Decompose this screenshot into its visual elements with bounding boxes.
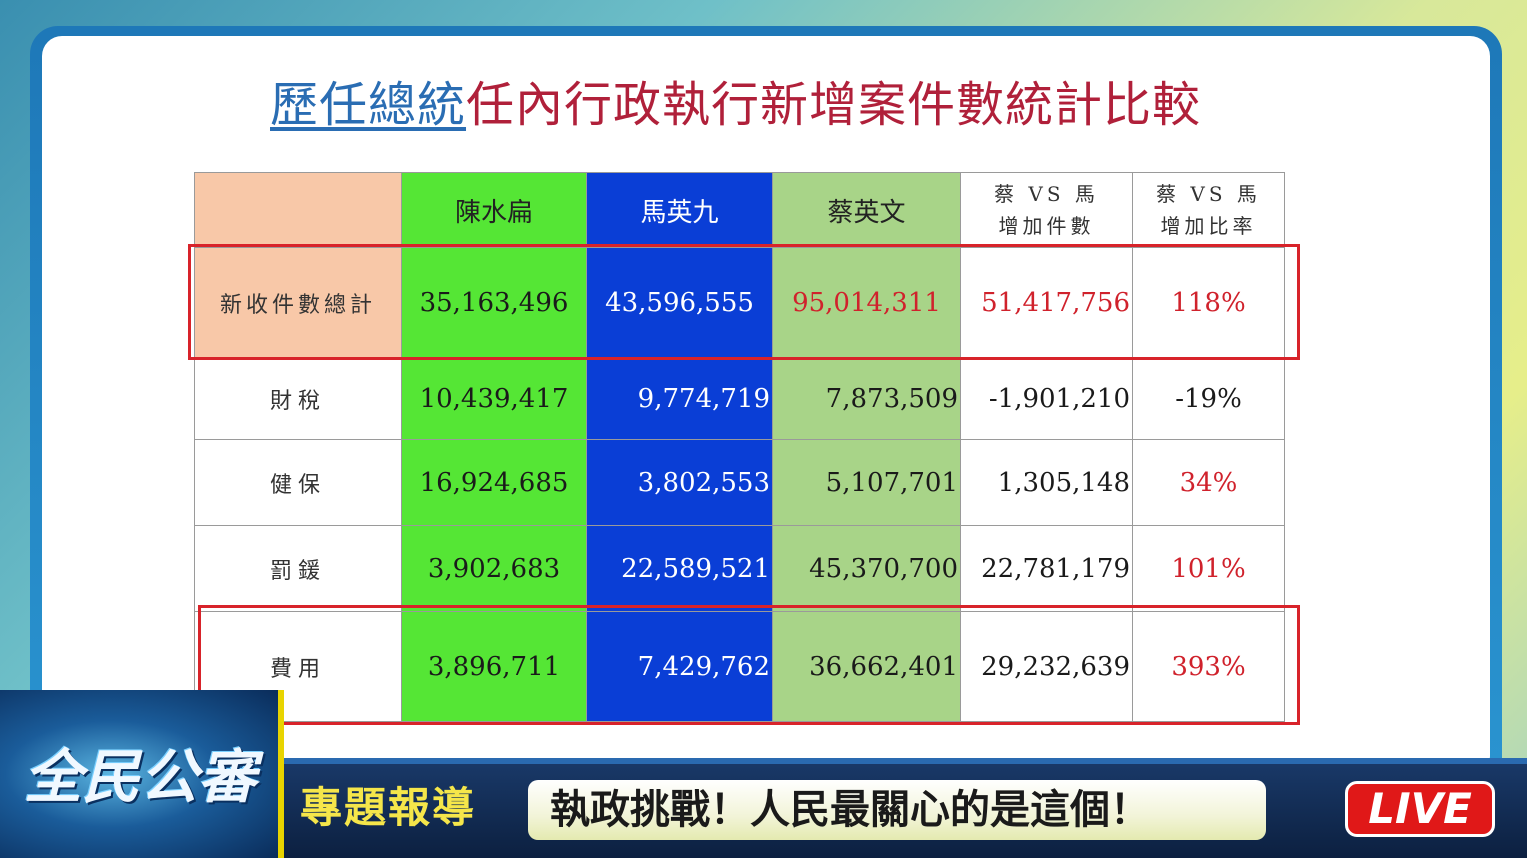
comparison-table: 陳水扁 馬英九 蔡英文 蔡 VS 馬 增加件數 蔡 VS 馬 增加比率 新收件數… [194,172,1285,722]
title-part-2: 任內行政執行新增案件數統計比較 [466,77,1202,133]
live-badge: LIVE [1345,781,1495,837]
header-blank [194,172,402,248]
title-part-1: 歷任總統 [270,77,467,133]
cell-ma: 22,589,521 [586,525,773,612]
cell-ratio: 101% [1132,525,1285,612]
cell-tsai: 5,107,701 [772,439,961,526]
cell-tsai: 45,370,700 [772,525,961,612]
cell-diff: -1,901,210 [960,357,1133,440]
cell-chen: 16,924,685 [401,439,587,526]
cell-ratio: 118% [1132,247,1285,358]
header-ratio-line1: 蔡 VS 馬 [1156,182,1261,206]
cell-diff: 1,305,148 [960,439,1133,526]
header-ratio: 蔡 VS 馬 增加比率 [1132,172,1285,248]
cell-diff: 29,232,639 [960,611,1133,722]
header-ratio-line2: 增加比率 [1160,214,1257,238]
table-row-total: 新收件數總計 35,163,496 43,596,555 95,014,311 … [194,247,1285,358]
cell-diff: 22,781,179 [960,525,1133,612]
table-row-health: 健保 16,924,685 3,802,553 5,107,701 1,305,… [194,439,1285,526]
show-logo-background [0,690,284,858]
cell-ma: 43,596,555 [586,247,773,358]
table-row-tax: 財稅 10,439,417 9,774,719 7,873,509 -1,901… [194,357,1285,440]
ticker-headline: 執政挑戰！人民最關心的是這個！ [528,780,1266,840]
cell-chen: 3,902,683 [401,525,587,612]
header-diff-line2: 增加件數 [998,214,1095,238]
slide-title: 歷任總統任內行政執行新增案件數統計比較 [270,70,1280,140]
cell-chen: 3,896,711 [401,611,587,722]
cell-ma: 3,802,553 [586,439,773,526]
cell-diff: 51,417,756 [960,247,1133,358]
cell-ratio: 34% [1132,439,1285,526]
cell-ratio: -19% [1132,357,1285,440]
table-row-fees: 費用 3,896,711 7,429,762 36,662,401 29,232… [194,611,1285,722]
header-diff: 蔡 VS 馬 增加件數 [960,172,1133,248]
cell-chen: 10,439,417 [401,357,587,440]
header-ma: 馬英九 [586,172,773,248]
cell-tsai: 95,014,311 [772,247,961,358]
header-chen: 陳水扁 [401,172,587,248]
table-header-row: 陳水扁 馬英九 蔡英文 蔡 VS 馬 增加件數 蔡 VS 馬 增加比率 [194,172,1285,248]
cell-chen: 35,163,496 [401,247,587,358]
row-label: 健保 [194,439,402,526]
table-row-fines: 罰鍰 3,902,683 22,589,521 45,370,700 22,78… [194,525,1285,612]
cell-tsai: 7,873,509 [772,357,961,440]
ticker-section-label: 專題報導 [300,783,477,832]
show-logo: 全民公審 [23,743,256,811]
header-tsai: 蔡英文 [772,172,961,248]
row-label: 罰鍰 [194,525,402,612]
ticker-top-stripe [284,758,1527,764]
header-diff-line1: 蔡 VS 馬 [994,182,1099,206]
cell-ma: 7,429,762 [586,611,773,722]
cell-ma: 9,774,719 [586,357,773,440]
row-label: 新收件數總計 [194,247,402,358]
cell-tsai: 36,662,401 [772,611,961,722]
cell-ratio: 393% [1132,611,1285,722]
row-label: 財稅 [194,357,402,440]
